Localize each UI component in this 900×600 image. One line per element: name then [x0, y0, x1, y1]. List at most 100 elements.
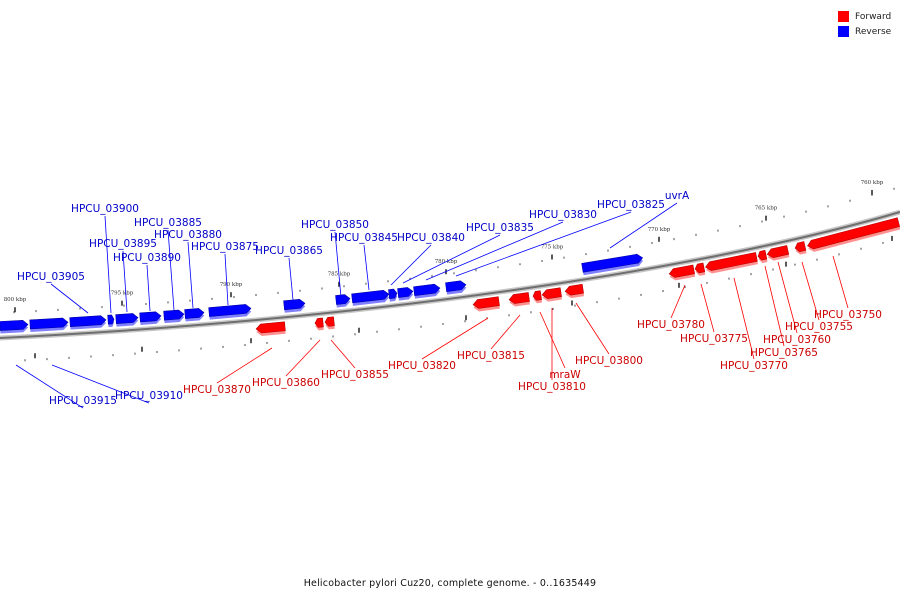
gene-HPCU_03875[interactable]: [208, 304, 252, 320]
gene-leader-line: [539, 311, 566, 369]
gene-leader-line: [334, 231, 342, 298]
gene-arrow: [564, 283, 584, 296]
gene-label[interactable]: HPCU_03880: [154, 229, 222, 241]
gene-label[interactable]: HPCU_03875: [191, 241, 259, 253]
gene-label[interactable]: HPCU_03850: [301, 219, 369, 231]
gene-HPCU_03815[interactable]: [508, 292, 530, 307]
gene-label[interactable]: HPCU_03760: [763, 334, 831, 346]
gene-HPCU_03895[interactable]: [115, 313, 139, 327]
gene-arrow: [668, 264, 695, 278]
genome-caption: Helicobacter pylori Cuz20, complete geno…: [303, 578, 597, 589]
gene-HPCU_03885[interactable]: [163, 309, 185, 324]
gene-label[interactable]: HPCU_03800: [575, 355, 643, 367]
legend-forward-label: Forward: [855, 11, 892, 22]
gene-leader-line: [609, 202, 678, 249]
gene-HPCU_03755[interactable]: [794, 241, 807, 256]
genome-backbone: [0, 211, 900, 339]
gene-leader-line: [832, 255, 849, 309]
gene-label[interactable]: HPCU_03775: [680, 333, 748, 345]
gene-HPCU_03825[interactable]: [445, 280, 467, 295]
gene-HPCU_03915[interactable]: [0, 320, 29, 334]
gene-HPCU_03860[interactable]: [314, 317, 324, 331]
gene-HPCU_03780[interactable]: [668, 264, 696, 281]
gene-label[interactable]: HPCU_03840: [397, 232, 465, 244]
gene-arrow: [208, 304, 252, 317]
gene-leader-line: [330, 339, 356, 369]
gene-leader-line: [50, 283, 89, 314]
gene-HPCU_03855[interactable]: [324, 316, 335, 330]
gene-label[interactable]: HPCU_03865: [255, 245, 323, 257]
gene-HPCU_03770[interactable]: [705, 252, 758, 274]
gene-HPCU_03830[interactable]: [413, 283, 441, 299]
gene-arrow: [351, 289, 390, 304]
gene-arrow: [472, 296, 500, 309]
gene-HPCU_03775[interactable]: [694, 262, 706, 276]
gene-label[interactable]: HPCU_03815: [457, 350, 525, 362]
gene-arrow: [139, 311, 162, 323]
gene-label[interactable]: HPCU_03780: [637, 319, 705, 331]
gene-leader-line: [670, 284, 686, 319]
gene-HPCU_03765[interactable]: [757, 249, 768, 264]
gene-HPCU_03900[interactable]: [107, 314, 115, 328]
gene-arrow: [107, 314, 115, 325]
gene-HPCU_03820[interactable]: [472, 296, 500, 312]
legend: Forward Reverse: [838, 9, 891, 39]
gene-label[interactable]: HPCU_03860: [252, 377, 320, 389]
gene-HPCU_03905[interactable]: [69, 315, 107, 330]
gene-arrow: [388, 288, 398, 299]
gene-label[interactable]: HPCU_03835: [466, 222, 534, 234]
gene-label[interactable]: HPCU_03820: [388, 360, 456, 372]
gene-HPCU_03850[interactable]: [335, 294, 351, 308]
gene-leader-line: [167, 229, 175, 311]
gene-leader-line: [390, 244, 432, 286]
gene-HPCU_03880[interactable]: [184, 308, 205, 322]
gene-leader-line: [187, 241, 194, 309]
gene-HPCU_03910[interactable]: [29, 317, 69, 332]
gene-mraW[interactable]: [532, 290, 543, 304]
gene-label[interactable]: HPCU_03905: [17, 271, 85, 283]
gene-HPCU_03865[interactable]: [283, 298, 306, 313]
gene-uvrA[interactable]: [581, 253, 644, 276]
legend-reverse: Reverse: [838, 24, 891, 39]
gene-leader-line: [15, 364, 84, 409]
gene-HPCU_03845[interactable]: [351, 289, 390, 306]
gene-label[interactable]: HPCU_03870: [183, 384, 251, 396]
gene-label[interactable]: HPCU_03885: [134, 217, 202, 229]
gene-label[interactable]: HPCU_03915: [49, 395, 117, 407]
gene-label[interactable]: HPCU_03830: [529, 209, 597, 221]
gene-HPCU_03760[interactable]: [766, 245, 790, 261]
gene-label[interactable]: uvrA: [665, 190, 690, 202]
gene-HPCU_03840[interactable]: [388, 288, 398, 302]
gene-HPCU_03750[interactable]: [806, 217, 900, 253]
gene-leader-line: [700, 283, 715, 333]
gene-HPCU_03810[interactable]: [541, 287, 563, 303]
gene-arrow: [532, 290, 542, 301]
gene-label[interactable]: mraW: [549, 369, 581, 381]
gene-HPCU_03800[interactable]: [564, 283, 585, 299]
gene-leader-line: [490, 314, 521, 350]
gene-label[interactable]: HPCU_03910: [115, 390, 183, 402]
gene-label[interactable]: HPCU_03845: [330, 232, 398, 244]
scale-tick-label: 780 kbp: [435, 259, 458, 265]
gene-label[interactable]: HPCU_03765: [750, 347, 818, 359]
gene-arrow: [581, 253, 644, 273]
gene-label[interactable]: HPCU_03825: [597, 199, 665, 211]
gene-label[interactable]: HPCU_03855: [321, 369, 389, 381]
gene-leader-line: [455, 211, 632, 277]
gene-label[interactable]: HPCU_03890: [113, 252, 181, 264]
gene-label[interactable]: HPCU_03755: [785, 321, 853, 333]
gene-label[interactable]: HPCU_03900: [71, 203, 139, 215]
gene-label[interactable]: HPCU_03750: [814, 309, 882, 321]
gene-label[interactable]: HPCU_03895: [89, 238, 157, 250]
scale-tick-label: 765 kbp: [755, 206, 778, 212]
gene-label[interactable]: HPCU_03810: [518, 381, 586, 393]
gene-HPCU_03890[interactable]: [139, 311, 162, 325]
gene-arrow: [0, 320, 29, 331]
legend-reverse-label: Reverse: [855, 26, 892, 37]
gene-arrow: [184, 308, 205, 319]
gene-arrow: [283, 298, 306, 311]
gene-HPCU_03870[interactable]: [255, 321, 286, 337]
gene-label[interactable]: HPCU_03770: [720, 360, 788, 372]
gene-HPCU_03835[interactable]: [397, 287, 414, 301]
